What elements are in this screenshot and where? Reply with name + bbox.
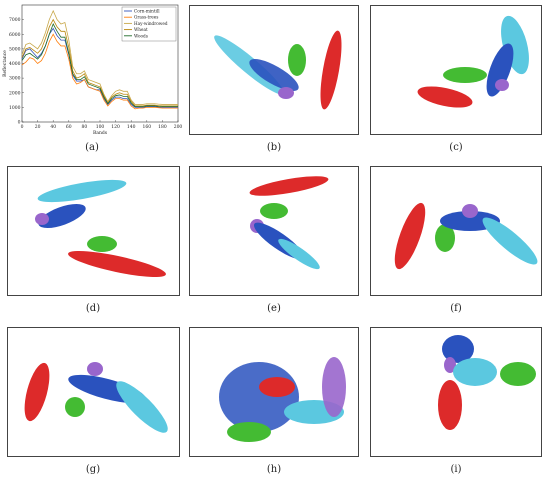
scatter-plot-d — [7, 166, 180, 296]
cluster-cyan — [275, 235, 323, 274]
caption-a: (a) — [72, 142, 112, 153]
cluster-green — [443, 67, 487, 83]
cluster-purple — [322, 357, 346, 417]
x-tick-label: 180 — [158, 124, 167, 130]
x-tick-label: 60 — [66, 124, 72, 130]
x-tick-label: 200 — [174, 124, 183, 130]
panel-a: 0 20 40 60 80 100 120 140 160 180 200 0 1000 2000 3000… — [0, 0, 185, 160]
cluster-red — [438, 380, 462, 430]
panel-c: (c) — [370, 5, 542, 160]
scatter-plot-c — [370, 5, 542, 135]
cluster-green — [227, 422, 271, 442]
cluster-green — [65, 397, 85, 417]
scatter-plot-f — [370, 166, 542, 296]
x-tick-label: 0 — [21, 124, 24, 130]
scatter-plot-h — [189, 327, 359, 457]
cluster-red — [259, 377, 295, 397]
caption-d: (d) — [73, 303, 113, 314]
scatter-plot-i — [370, 327, 542, 457]
x-axis-label: Bands — [93, 130, 108, 136]
cluster-cyan — [36, 175, 127, 206]
scatter-plot-e — [189, 166, 359, 296]
x-tick-label: 100 — [96, 124, 105, 130]
caption-i: (i) — [436, 464, 476, 475]
cluster-cyan — [209, 30, 288, 100]
cluster-green — [500, 362, 536, 386]
panel-b: (b) — [189, 5, 359, 160]
x-tick-label: 20 — [35, 124, 41, 130]
x-tick-label: 120 — [111, 124, 120, 130]
cluster-purple — [35, 213, 49, 225]
scatter-plot-g — [7, 327, 180, 457]
caption-b: (b) — [254, 142, 294, 153]
y-tick-label: 7000 — [9, 17, 21, 23]
legend-label: Corn-mintill — [134, 9, 160, 14]
legend-label: Grass-trees — [134, 15, 158, 20]
caption-f: (f) — [436, 303, 476, 314]
y-tick-label: 3000 — [9, 76, 21, 82]
panel-d: (d) — [7, 166, 180, 321]
y-tick-label: 0 — [18, 120, 21, 126]
cluster-green — [87, 236, 117, 252]
legend-label: Hay-windrowed — [134, 21, 168, 26]
caption-e: (e) — [254, 303, 294, 314]
caption-c: (c) — [436, 142, 476, 153]
cluster-red — [66, 246, 167, 282]
x-tick-label: 40 — [50, 124, 56, 130]
cluster-purple — [495, 79, 509, 91]
x-tick-label: 140 — [127, 124, 136, 130]
cluster-red — [248, 172, 329, 200]
cluster-red — [316, 29, 346, 111]
cluster-purple — [462, 204, 478, 218]
x-tick-label: 160 — [143, 124, 152, 130]
panel-f: (f) — [370, 166, 542, 321]
cluster-cyan — [453, 358, 497, 386]
y-tick-label: 2000 — [9, 90, 21, 96]
cluster-red — [20, 360, 55, 423]
panel-h: (h) — [189, 327, 359, 479]
panel-g: (g) — [7, 327, 180, 479]
y-tick-label: 6000 — [9, 32, 21, 38]
scatter-plot-b — [189, 5, 359, 135]
panel-i: (i) — [370, 327, 542, 479]
cluster-red — [416, 82, 475, 111]
caption-h: (h) — [254, 464, 294, 475]
caption-g: (g) — [73, 464, 113, 475]
cluster-cyan — [477, 212, 542, 271]
panel-e: (e) — [189, 166, 359, 321]
cluster-green — [260, 203, 288, 219]
cluster-green — [288, 44, 306, 76]
cluster-blue — [219, 362, 299, 432]
y-axis-label: Reflectance — [2, 50, 8, 77]
cluster-cyan — [110, 375, 174, 439]
spectral-line-chart: 0 20 40 60 80 100 120 140 160 180 2000100020003000… — [0, 0, 185, 140]
cluster-purple — [87, 362, 103, 376]
cluster-red — [389, 200, 432, 273]
legend-label: Woods — [134, 33, 148, 38]
y-tick-label: 4000 — [9, 61, 21, 67]
x-tick-label: 80 — [82, 124, 88, 130]
y-tick-label: 1000 — [9, 105, 21, 111]
cluster-purple — [278, 87, 294, 99]
y-tick-label: 5000 — [9, 46, 21, 52]
legend-label: Wheat — [134, 27, 148, 32]
